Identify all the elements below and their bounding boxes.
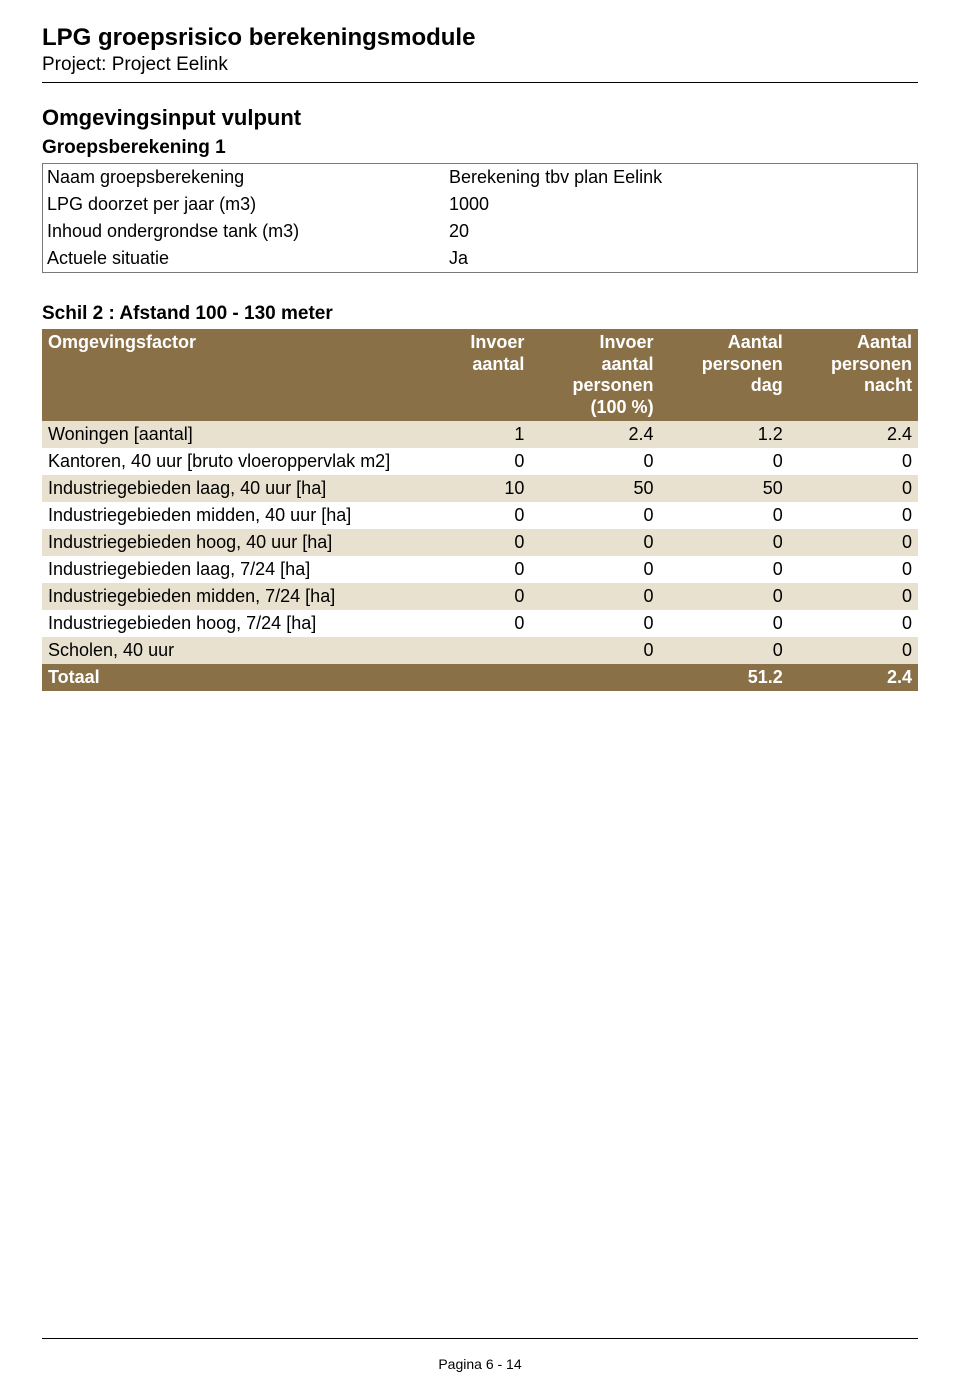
header-col3: Aantal personen dag xyxy=(660,329,789,421)
meta-table: Naam groepsberekeningBerekening tbv plan… xyxy=(42,163,918,273)
total-row: Totaal 51.2 2.4 xyxy=(42,664,918,691)
section-title: Omgevingsinput vulpunt xyxy=(42,105,918,131)
row-label: Scholen, 40 uur xyxy=(42,637,401,664)
header-rule xyxy=(42,82,918,83)
footer-rule xyxy=(42,1338,918,1339)
table-row: Woningen [aantal]12.41.22.4 xyxy=(42,421,918,448)
meta-row: Actuele situatieJa xyxy=(43,245,918,273)
row-c2: 0 xyxy=(530,556,659,583)
total-c4: 2.4 xyxy=(789,664,918,691)
header-col1-l1: Invoer xyxy=(470,332,524,352)
footer-text: Pagina 6 - 14 xyxy=(0,1356,960,1372)
meta-row: LPG doorzet per jaar (m3)1000 xyxy=(43,191,918,218)
header-col1: Invoer aantal xyxy=(401,329,530,421)
row-c2: 50 xyxy=(530,475,659,502)
row-c1: 10 xyxy=(401,475,530,502)
meta-row: Inhoud ondergrondse tank (m3)20 xyxy=(43,218,918,245)
sub-title: Groepsberekening 1 xyxy=(42,137,918,159)
table-row: Kantoren, 40 uur [bruto vloeroppervlak m… xyxy=(42,448,918,475)
row-c1: 1 xyxy=(401,421,530,448)
meta-label: Actuele situatie xyxy=(43,245,446,273)
row-c2: 0 xyxy=(530,610,659,637)
row-c4: 0 xyxy=(789,556,918,583)
meta-value: Ja xyxy=(445,245,918,273)
row-c3: 0 xyxy=(660,583,789,610)
header-col2: Invoer aantal personen (100 %) xyxy=(530,329,659,421)
row-label: Industriegebieden laag, 40 uur [ha] xyxy=(42,475,401,502)
row-c1 xyxy=(401,637,530,664)
row-label: Industriegebieden midden, 7/24 [ha] xyxy=(42,583,401,610)
row-c2: 2.4 xyxy=(530,421,659,448)
table-row: Industriegebieden hoog, 7/24 [ha]0000 xyxy=(42,610,918,637)
row-c2: 0 xyxy=(530,529,659,556)
row-label: Industriegebieden midden, 40 uur [ha] xyxy=(42,502,401,529)
schil-title: Schil 2 : Afstand 100 - 130 meter xyxy=(42,303,918,325)
row-c3: 0 xyxy=(660,502,789,529)
row-c1: 0 xyxy=(401,448,530,475)
header-col4-l2: personen nacht xyxy=(831,354,912,396)
table-row: Industriegebieden midden, 40 uur [ha]000… xyxy=(42,502,918,529)
row-label: Industriegebieden laag, 7/24 [ha] xyxy=(42,556,401,583)
row-c4: 2.4 xyxy=(789,421,918,448)
header-col3-l1: Aantal xyxy=(728,332,783,352)
meta-value: Berekening tbv plan Eelink xyxy=(445,164,918,192)
total-c3: 51.2 xyxy=(660,664,789,691)
table-row: Industriegebieden laag, 40 uur [ha]10505… xyxy=(42,475,918,502)
row-c1: 0 xyxy=(401,610,530,637)
row-c2: 0 xyxy=(530,637,659,664)
row-c2: 0 xyxy=(530,583,659,610)
total-label: Totaal xyxy=(42,664,401,691)
data-table: Omgevingsfactor Invoer aantal Invoer aan… xyxy=(42,329,918,691)
row-c4: 0 xyxy=(789,502,918,529)
row-c4: 0 xyxy=(789,448,918,475)
header-col2-l3: (100 %) xyxy=(591,397,654,417)
doc-subtitle: Project: Project Eelink xyxy=(42,54,918,76)
meta-label: LPG doorzet per jaar (m3) xyxy=(43,191,446,218)
row-c1: 0 xyxy=(401,583,530,610)
row-c4: 0 xyxy=(789,529,918,556)
row-c4: 0 xyxy=(789,637,918,664)
row-c3: 0 xyxy=(660,610,789,637)
table-row: Industriegebieden laag, 7/24 [ha]0000 xyxy=(42,556,918,583)
row-c2: 0 xyxy=(530,448,659,475)
row-c1: 0 xyxy=(401,556,530,583)
meta-value: 20 xyxy=(445,218,918,245)
row-c3: 0 xyxy=(660,556,789,583)
header-factor: Omgevingsfactor xyxy=(42,329,401,421)
row-c3: 50 xyxy=(660,475,789,502)
row-c4: 0 xyxy=(789,610,918,637)
header-col4-l1: Aantal xyxy=(857,332,912,352)
header-col3-l2: personen dag xyxy=(702,354,783,396)
table-row: Industriegebieden hoog, 40 uur [ha]0000 xyxy=(42,529,918,556)
total-c2 xyxy=(530,664,659,691)
header-col2-l2: aantal personen xyxy=(573,354,654,396)
doc-title: LPG groepsrisico berekeningsmodule xyxy=(42,24,918,52)
row-c1: 0 xyxy=(401,529,530,556)
row-c3: 1.2 xyxy=(660,421,789,448)
meta-value: 1000 xyxy=(445,191,918,218)
meta-row: Naam groepsberekeningBerekening tbv plan… xyxy=(43,164,918,192)
row-label: Industriegebieden hoog, 40 uur [ha] xyxy=(42,529,401,556)
table-row: Industriegebieden midden, 7/24 [ha]0000 xyxy=(42,583,918,610)
row-c4: 0 xyxy=(789,583,918,610)
row-c3: 0 xyxy=(660,448,789,475)
row-c4: 0 xyxy=(789,475,918,502)
row-label: Industriegebieden hoog, 7/24 [ha] xyxy=(42,610,401,637)
row-c3: 0 xyxy=(660,637,789,664)
row-c2: 0 xyxy=(530,502,659,529)
row-label: Kantoren, 40 uur [bruto vloeroppervlak m… xyxy=(42,448,401,475)
row-label: Woningen [aantal] xyxy=(42,421,401,448)
row-c1: 0 xyxy=(401,502,530,529)
row-c3: 0 xyxy=(660,529,789,556)
table-row: Scholen, 40 uur000 xyxy=(42,637,918,664)
header-col2-l1: Invoer xyxy=(600,332,654,352)
meta-label: Naam groepsberekening xyxy=(43,164,446,192)
table-header-row: Omgevingsfactor Invoer aantal Invoer aan… xyxy=(42,329,918,421)
header-col1-l2: aantal xyxy=(472,354,524,374)
total-c1 xyxy=(401,664,530,691)
header-col4: Aantal personen nacht xyxy=(789,329,918,421)
meta-label: Inhoud ondergrondse tank (m3) xyxy=(43,218,446,245)
